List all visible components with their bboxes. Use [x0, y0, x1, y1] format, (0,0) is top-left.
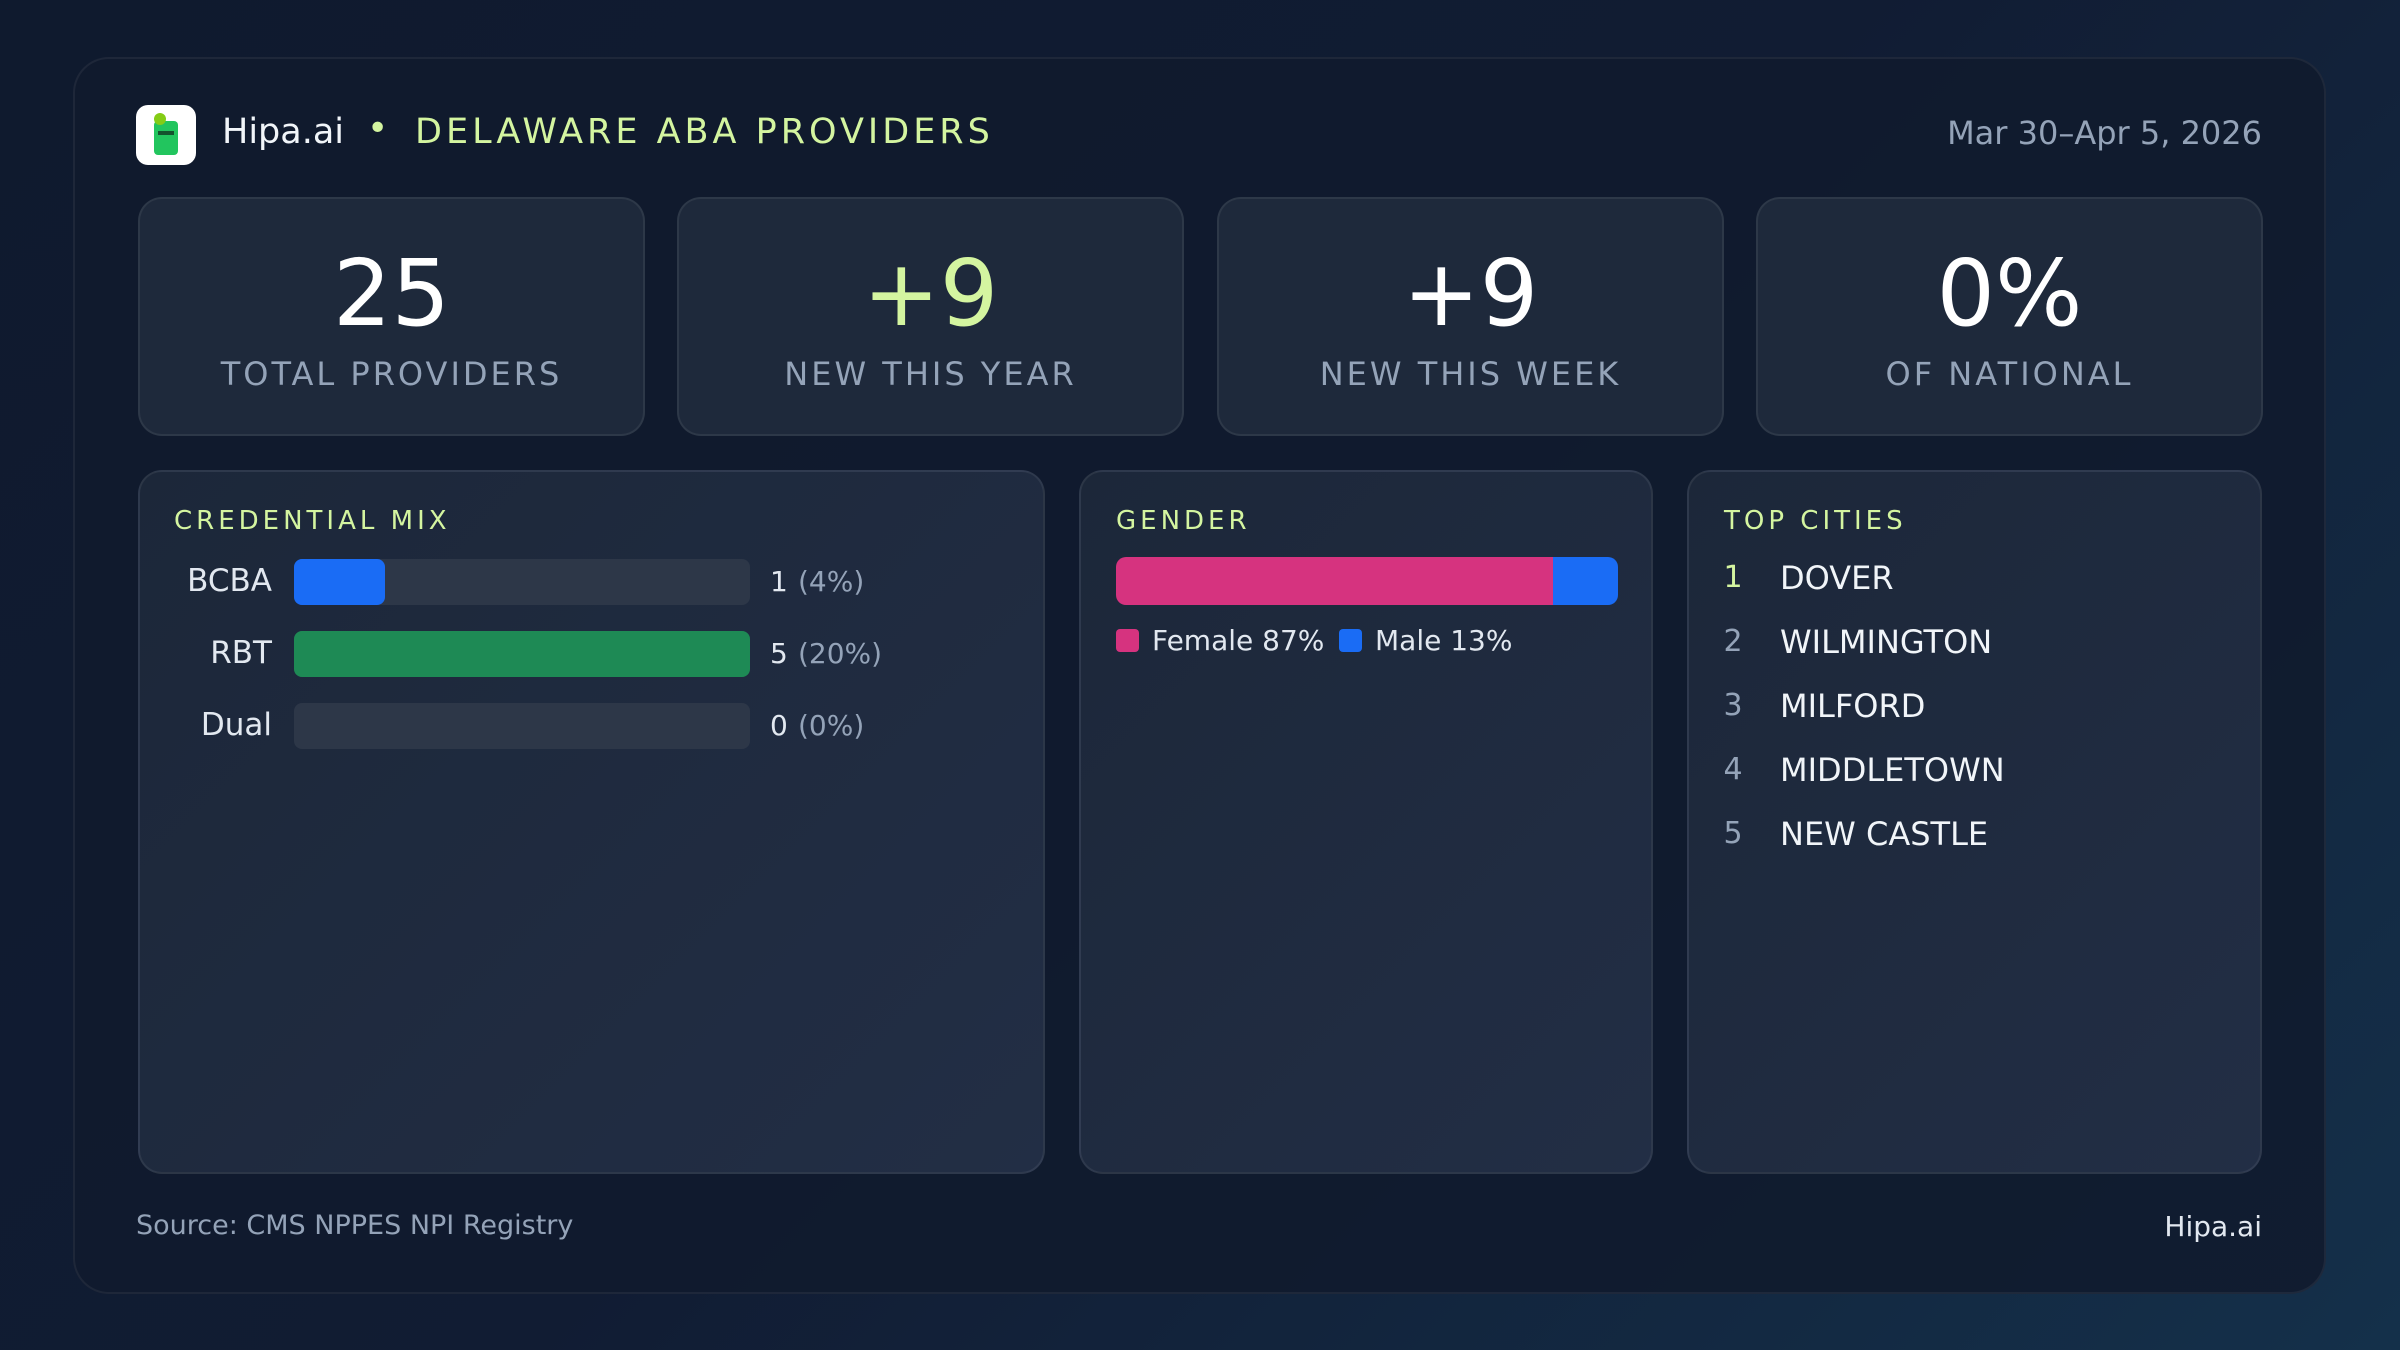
stat-value: +9	[1402, 240, 1539, 347]
stat-value: 0%	[1936, 240, 2083, 347]
bar-count: 0	[770, 709, 788, 742]
bar-track	[294, 703, 750, 749]
city-name: MILFORD	[1780, 687, 1926, 725]
brand: Hipa.ai	[222, 112, 345, 152]
panel-title: TOP CITIES	[1724, 506, 1907, 536]
city-name: WILMINGTON	[1780, 623, 1993, 661]
panel-title: GENDER	[1116, 506, 1251, 536]
separator-dot: •	[367, 108, 389, 149]
city-rank: 4	[1723, 752, 1743, 787]
stat-label: OF NATIONAL	[1885, 355, 2134, 393]
stat-value: +9	[862, 240, 999, 347]
credential-label: Dual	[200, 707, 272, 743]
stat-label: NEW THIS WEEK	[1319, 355, 1622, 393]
stat-card	[677, 197, 1184, 436]
stat-card	[1217, 197, 1724, 436]
logo	[136, 105, 196, 165]
credential-label: RBT	[210, 635, 272, 671]
bar	[294, 631, 750, 677]
legend-swatch	[1116, 629, 1139, 652]
legend-label: Male 13%	[1375, 624, 1513, 657]
bar-percent: (4%)	[798, 565, 865, 598]
title: DELAWARE ABA PROVIDERS	[415, 112, 994, 152]
stat-card	[138, 197, 645, 436]
source: Source: CMS NPPES NPI Registry	[136, 1210, 574, 1241]
gender-segment	[1552, 557, 1618, 605]
stat-label: TOTAL PROVIDERS	[220, 355, 563, 393]
city-name: NEW CASTLE	[1780, 815, 1989, 853]
city-rank: 5	[1723, 816, 1743, 851]
bar	[294, 559, 386, 605]
credential-label: BCBA	[187, 563, 272, 599]
city-rank: 3	[1723, 688, 1743, 723]
stat-label: NEW THIS YEAR	[784, 355, 1077, 393]
panel-title: CREDENTIAL MIX	[174, 506, 451, 536]
bar-percent: (20%)	[798, 637, 883, 670]
panel	[1687, 470, 2262, 1174]
stat-value: 25	[332, 240, 451, 347]
city-rank: 1	[1723, 560, 1743, 595]
bar-count: 5	[770, 637, 788, 670]
bar-count: 1	[770, 565, 788, 598]
city-name: DOVER	[1780, 559, 1894, 597]
city-name: MIDDLETOWN	[1780, 751, 2005, 789]
stat-card	[1756, 197, 2263, 436]
legend-label: Female 87%	[1152, 624, 1325, 657]
logo-icon	[154, 113, 178, 155]
legend-swatch	[1339, 629, 1362, 652]
gender-segment	[1116, 557, 1553, 605]
bar-percent: (0%)	[798, 709, 865, 742]
date-range: Mar 30–Apr 5, 2026	[1947, 114, 2262, 152]
city-rank: 2	[1723, 624, 1743, 659]
footer-brand: Hipa.ai	[2164, 1210, 2262, 1243]
